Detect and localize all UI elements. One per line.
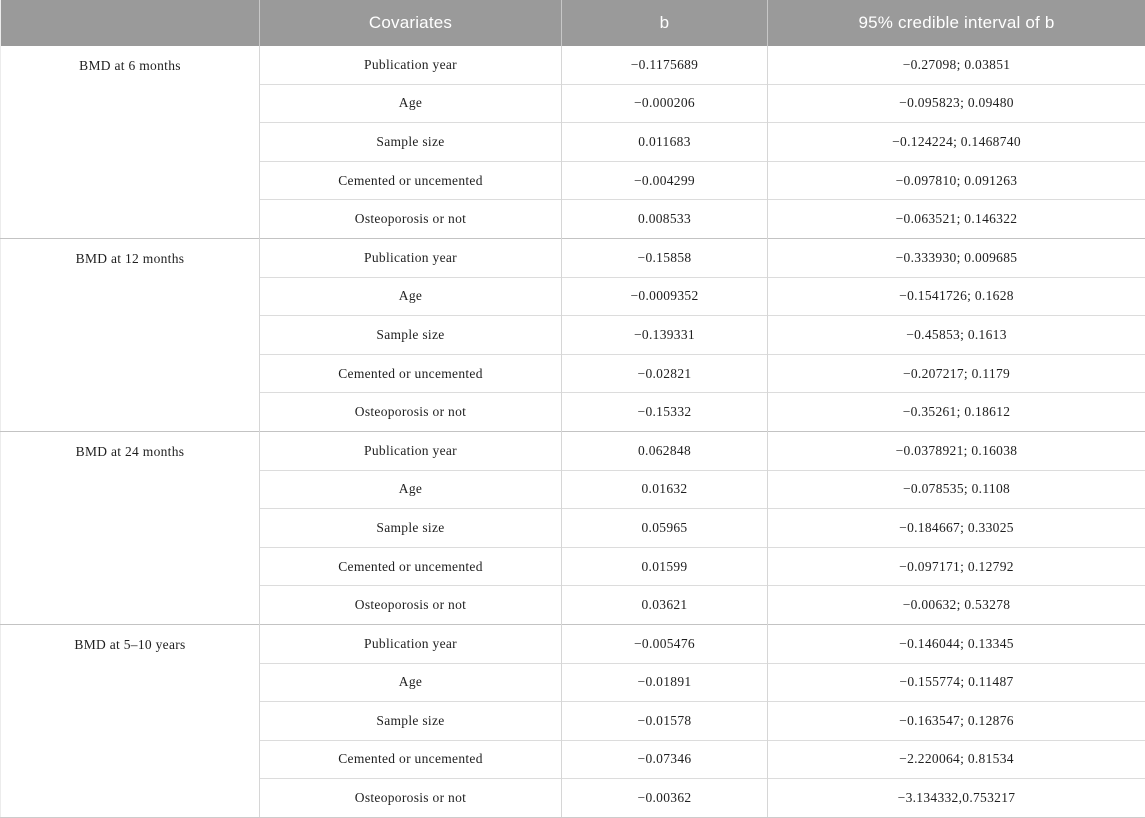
cell-ci: −0.27098; 0.03851: [767, 46, 1145, 85]
cell-ci: −0.124224; 0.1468740: [767, 122, 1145, 162]
table-row: Sample size 0.011683 −0.124224; 0.1468740: [1, 122, 1145, 162]
cell-covariate: Sample size: [259, 508, 562, 548]
cell-covariate: Osteoporosis or not: [259, 585, 562, 625]
table-row: Age −0.0009352 −0.1541726; 0.1628: [1, 276, 1145, 316]
group-label: BMD at 24 months: [0, 430, 260, 625]
cell-ci: −0.078535; 0.1108: [767, 469, 1145, 509]
table-row: BMD at 24 months Publication year 0.062848…: [0, 430, 1145, 625]
header-group: [0, 0, 260, 46]
header-b: b: [561, 0, 768, 46]
cell-ci: −0.163547; 0.12876: [767, 701, 1145, 741]
cell-b: 0.008533: [561, 199, 768, 239]
cell-covariate: Age: [259, 276, 562, 316]
cell-covariate: Publication year: [259, 430, 562, 471]
group-label: BMD at 12 months: [0, 237, 260, 432]
cell-b: −0.005476: [561, 623, 768, 663]
cell-ci: −0.095823; 0.09480: [767, 83, 1145, 123]
table-body: BMD at 6 months Publication year −0.117568…: [0, 46, 1145, 818]
cell-ci: −0.097810; 0.091263: [767, 160, 1145, 200]
cell-ci: −3.134332,0.753217: [767, 778, 1145, 818]
cell-covariate: Cemented or uncemented: [259, 160, 562, 200]
cell-b: 0.011683: [561, 122, 768, 162]
cell-covariate: Sample size: [259, 701, 562, 741]
cell-covariate: Osteoporosis or not: [259, 392, 562, 432]
cell-ci: −0.146044; 0.13345: [767, 623, 1145, 663]
cell-ci: −0.184667; 0.33025: [767, 508, 1145, 548]
table-row: Sample size 0.05965 −0.184667; 0.33025: [1, 508, 1145, 548]
cell-b: −0.0009352: [561, 276, 768, 316]
cell-b: −0.07346: [561, 739, 768, 779]
cell-b: −0.139331: [561, 315, 768, 355]
cell-covariate: Cemented or uncemented: [259, 739, 562, 779]
table-row: BMD at 5–10 years Publication year −0.0054…: [0, 623, 1145, 818]
cell-ci: −0.207217; 0.1179: [767, 353, 1145, 393]
cell-ci: −0.1541726; 0.1628: [767, 276, 1145, 316]
cell-b: −0.01578: [561, 701, 768, 741]
cell-b: 0.03621: [561, 585, 768, 625]
table-row: Cemented or uncemented −0.02821 −0.207217;…: [1, 353, 1145, 393]
cell-b: −0.15332: [561, 392, 768, 432]
header-row: Covariates b 95% credible interval of b: [0, 0, 1145, 46]
table-header: Covariates b 95% credible interval of b: [0, 0, 1145, 46]
table-row: Osteoporosis or not 0.03621 −0.00632; 0.53…: [1, 585, 1145, 625]
cell-ci: −0.155774; 0.11487: [767, 662, 1145, 702]
cell-covariate: Age: [259, 469, 562, 509]
table-row: Age −0.01891 −0.155774; 0.11487: [1, 662, 1145, 702]
cell-b: −0.02821: [561, 353, 768, 393]
cell-covariate: Publication year: [259, 46, 562, 85]
table-row: Cemented or uncemented −0.004299 −0.097810…: [1, 160, 1145, 200]
cell-covariate: Age: [259, 662, 562, 702]
cell-b: −0.1175689: [561, 46, 768, 85]
cell-b: 0.01599: [561, 546, 768, 586]
cell-ci: −2.220064; 0.81534: [767, 739, 1145, 779]
table-row: Age 0.01632 −0.078535; 0.1108: [1, 469, 1145, 509]
cell-covariate: Osteoporosis or not: [259, 199, 562, 239]
cell-b: −0.15858: [561, 237, 768, 278]
cell-ci: −0.333930; 0.009685: [767, 237, 1145, 278]
cell-ci: −0.45853; 0.1613: [767, 315, 1145, 355]
table-row: Sample size −0.01578 −0.163547; 0.12876: [1, 701, 1145, 741]
table-row: Osteoporosis or not −0.00362 −3.134332,0.7…: [1, 778, 1145, 818]
cell-b: −0.004299: [561, 160, 768, 200]
cell-ci: −0.35261; 0.18612: [767, 392, 1145, 432]
table-row: Osteoporosis or not 0.008533 −0.063521; 0.…: [1, 199, 1145, 239]
table-row: Osteoporosis or not −0.15332 −0.35261; 0.1…: [1, 392, 1145, 432]
cell-covariate: Osteoporosis or not: [259, 778, 562, 818]
table-row: Sample size −0.139331 −0.45853; 0.1613: [1, 315, 1145, 355]
group-label: BMD at 6 months: [79, 58, 181, 73]
cell-covariate: Publication year: [259, 623, 562, 663]
table-row: Cemented or uncemented −0.07346 −2.220064;…: [1, 739, 1145, 779]
cell-b: −0.000206: [561, 83, 768, 123]
cell-ci: −0.0378921; 0.16038: [767, 430, 1145, 471]
cell-b: 0.05965: [561, 508, 768, 548]
table-row: BMD at 6 months Publication year −0.117568…: [1, 46, 1145, 85]
cell-b: 0.062848: [561, 430, 768, 471]
cell-ci: −0.063521; 0.146322: [767, 199, 1145, 239]
table-row: BMD at 12 months Publication year −0.15858…: [0, 237, 1145, 432]
header-covariates: Covariates: [259, 0, 562, 46]
cell-ci: −0.097171; 0.12792: [767, 546, 1145, 586]
cell-covariate: Sample size: [259, 122, 562, 162]
cell-ci: −0.00632; 0.53278: [767, 585, 1145, 625]
cell-b: 0.01632: [561, 469, 768, 509]
cell-b: −0.01891: [561, 662, 768, 702]
cell-b: −0.00362: [561, 778, 768, 818]
table-row: Cemented or uncemented 0.01599 −0.097171; …: [1, 546, 1145, 586]
header-ci: 95% credible interval of b: [767, 0, 1145, 46]
table-row: Age −0.000206 −0.095823; 0.09480: [1, 83, 1145, 123]
cell-covariate: Sample size: [259, 315, 562, 355]
group-label: BMD at 5–10 years: [0, 623, 260, 818]
cell-covariate: Publication year: [259, 237, 562, 278]
cell-covariate: Cemented or uncemented: [259, 546, 562, 586]
cell-covariate: Age: [259, 83, 562, 123]
cell-covariate: Cemented or uncemented: [259, 353, 562, 393]
